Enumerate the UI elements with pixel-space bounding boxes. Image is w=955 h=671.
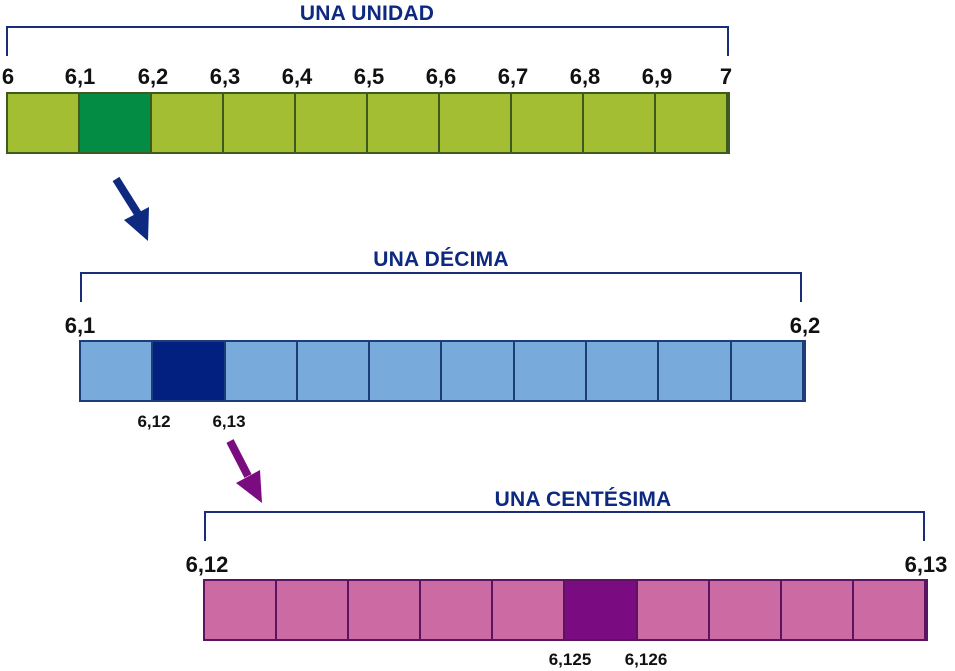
tenth-bracket	[80, 272, 802, 302]
level2-sub-label: 6,13	[212, 412, 246, 431]
tenth-bar-segment	[225, 342, 298, 400]
hundredth-bar-segment	[277, 581, 350, 639]
unit-bracket	[6, 26, 729, 56]
hundredth-bar-segment	[637, 581, 710, 639]
hundredth-bar-segment	[349, 581, 422, 639]
tenth-bar-segment	[587, 342, 660, 400]
level2-title: UNA DÉCIMA	[373, 248, 509, 271]
level3-tick-label: 6,13	[904, 552, 948, 577]
hundredth-bracket	[204, 511, 925, 541]
hundredth-bar-segment	[709, 581, 782, 639]
unit-bar-segment	[656, 94, 728, 152]
level1-tick-label: 6,4	[281, 64, 313, 89]
level1-tick-label: 7	[719, 64, 733, 89]
hundredth-bar-segment-highlighted	[565, 581, 638, 639]
unit-bar-segment	[152, 94, 224, 152]
level3-sub-label: 6,126	[624, 650, 668, 669]
zoom-arrow-icon	[226, 439, 262, 503]
tenth-bar-segment-highlighted	[153, 342, 226, 400]
hundredth-bar-segment	[205, 581, 278, 639]
unit-bar-segment	[440, 94, 512, 152]
tenth-bar-segment	[514, 342, 588, 400]
level1-tick-label: 6,7	[497, 64, 529, 89]
unit-bar-segment	[8, 94, 80, 152]
hundredth-bar-segment	[493, 581, 566, 639]
hundredth-bar-segment	[781, 581, 854, 639]
level1-tick-label: 6	[1, 64, 15, 89]
tenth-bar	[79, 340, 806, 402]
unit-bar	[6, 92, 730, 154]
level3-tick-label: 6,12	[185, 552, 229, 577]
level1-tick-label: 6,5	[353, 64, 385, 89]
level1-tick-label: 6,2	[137, 64, 169, 89]
unit-bar-segment	[512, 94, 584, 152]
level1-tick-label: 6,8	[569, 64, 601, 89]
unit-bar-segment	[368, 94, 440, 152]
level3-title: UNA CENTÉSIMA	[494, 488, 672, 511]
unit-bar-segment	[584, 94, 656, 152]
tenth-bar-segment	[297, 342, 371, 400]
level3-sub-label: 6,125	[548, 650, 592, 669]
zoom-arrow-icon	[112, 176, 149, 241]
tenth-bar-segment	[81, 342, 154, 400]
unit-bar-segment-highlighted	[80, 94, 152, 152]
level1-tick-label: 6,3	[209, 64, 241, 89]
tenth-bar-segment	[370, 342, 443, 400]
level2-sub-label: 6,12	[137, 412, 171, 431]
unit-bar-segment	[224, 94, 296, 152]
level2-tick-label: 6,1	[64, 313, 96, 338]
tenth-bar-segment	[659, 342, 732, 400]
hundredth-bar	[203, 579, 928, 641]
hundredth-bar-segment	[421, 581, 494, 639]
level2-tick-label: 6,2	[789, 313, 821, 338]
unit-bar-segment	[296, 94, 368, 152]
hundredth-bar-segment	[853, 581, 926, 639]
level1-title: UNA UNIDAD	[299, 2, 435, 25]
tenth-bar-segment	[731, 342, 804, 400]
level1-tick-label: 6,6	[425, 64, 457, 89]
level1-tick-label: 6,1	[64, 64, 96, 89]
tenth-bar-segment	[442, 342, 515, 400]
level1-tick-label: 6,9	[641, 64, 673, 89]
